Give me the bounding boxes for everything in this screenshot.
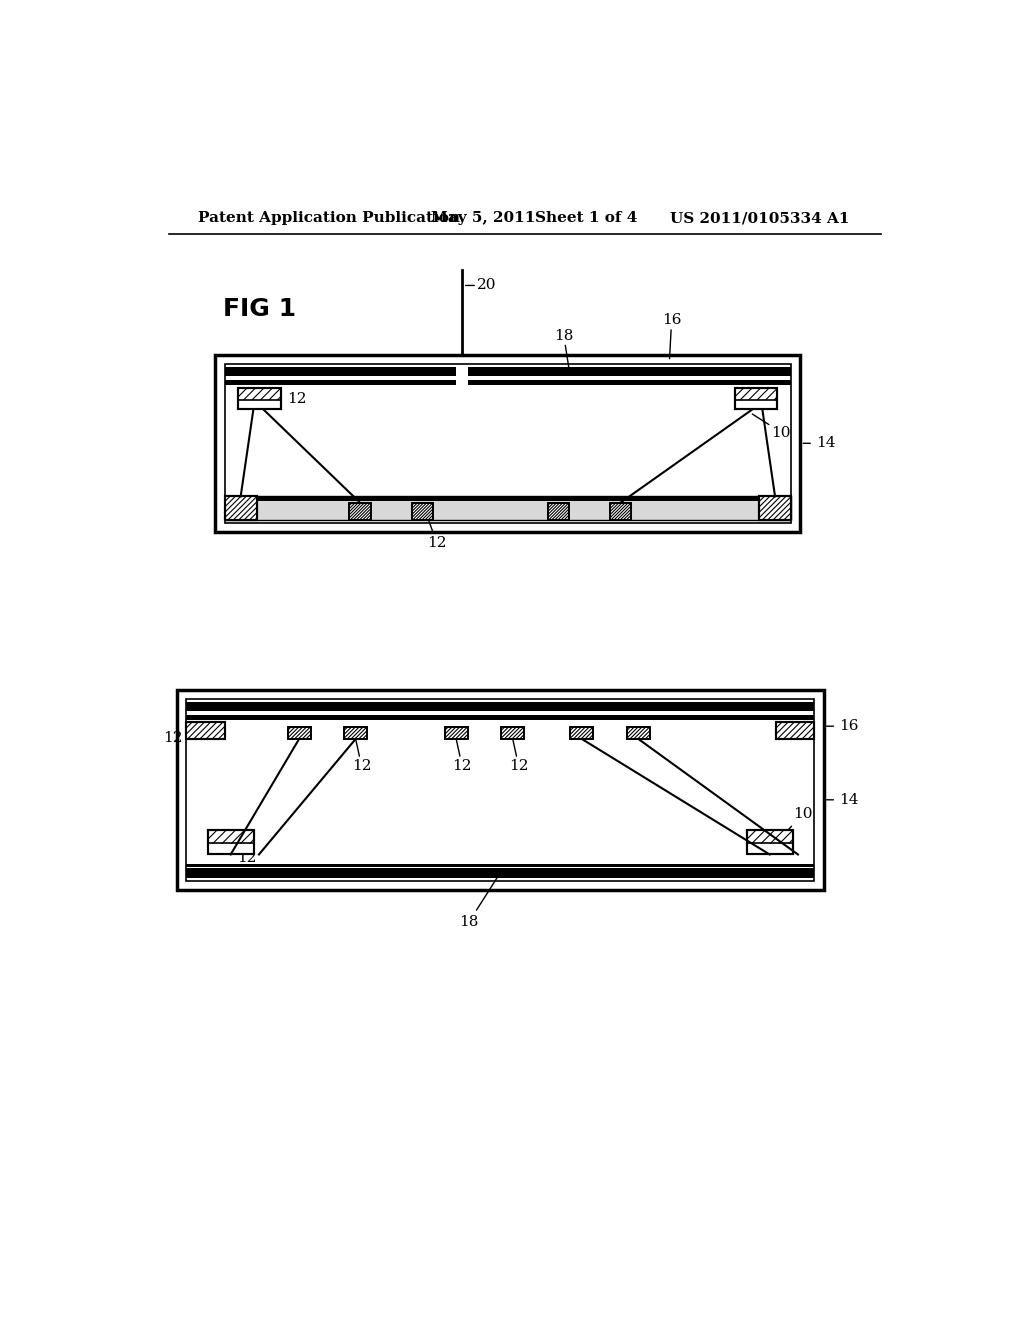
Text: May 5, 2011: May 5, 2011 (431, 211, 536, 226)
Text: 12: 12 (281, 392, 306, 405)
Bar (224, 367, 792, 376)
Text: US 2011/0105334 A1: US 2011/0105334 A1 (670, 211, 849, 226)
Bar (344, 726, 368, 739)
Bar (239, 388, 281, 409)
Bar (186, 863, 814, 867)
Text: 12: 12 (232, 843, 256, 866)
Bar (759, 496, 792, 520)
Bar (208, 830, 254, 854)
Bar (208, 830, 254, 854)
Bar (759, 496, 792, 520)
Bar (610, 503, 632, 520)
Bar (627, 726, 650, 739)
Text: 12: 12 (163, 731, 182, 746)
Bar (735, 388, 777, 409)
Bar (444, 726, 468, 739)
Bar (570, 726, 593, 739)
Bar (349, 503, 371, 520)
Bar (776, 722, 814, 739)
Text: 12: 12 (453, 739, 472, 774)
Bar (548, 503, 569, 520)
Bar (468, 380, 792, 385)
Bar (186, 722, 224, 739)
Bar (288, 726, 310, 739)
Bar (224, 367, 456, 376)
Bar (186, 702, 814, 711)
Bar (224, 380, 456, 385)
Text: 10: 10 (753, 414, 792, 440)
Bar (735, 388, 777, 409)
Bar (349, 503, 371, 520)
Bar (344, 726, 368, 739)
Bar (288, 726, 310, 739)
Bar (456, 379, 468, 385)
Bar (456, 367, 468, 378)
Text: 14: 14 (826, 793, 858, 807)
Bar (627, 726, 650, 739)
Bar (776, 722, 814, 739)
Text: 20: 20 (466, 279, 497, 293)
Bar (186, 715, 814, 719)
Bar (548, 503, 569, 520)
Text: 12: 12 (352, 739, 372, 774)
Bar (239, 388, 281, 409)
Bar (215, 355, 801, 532)
Bar (746, 830, 793, 854)
Bar (501, 726, 524, 739)
Bar (186, 722, 224, 739)
Bar (224, 364, 792, 523)
Bar (444, 726, 468, 739)
Text: 18: 18 (554, 329, 573, 372)
Bar (412, 503, 433, 520)
Text: FIG 1: FIG 1 (223, 297, 296, 321)
Text: 18: 18 (459, 875, 499, 929)
Bar (610, 503, 632, 520)
Bar (224, 496, 257, 520)
Bar (186, 869, 814, 878)
Bar (224, 496, 257, 520)
Text: Sheet 1 of 4: Sheet 1 of 4 (535, 211, 637, 226)
Text: 16: 16 (662, 313, 681, 359)
Bar (224, 496, 792, 520)
Bar (746, 830, 793, 854)
Text: 14: 14 (803, 437, 836, 450)
Bar (177, 689, 823, 890)
Text: 12: 12 (509, 739, 528, 774)
Text: 16: 16 (826, 719, 858, 733)
Bar (224, 496, 792, 502)
Bar (468, 367, 792, 376)
Bar (186, 700, 814, 880)
Bar (412, 503, 433, 520)
Bar (501, 726, 524, 739)
Bar (224, 380, 792, 385)
Text: Patent Application Publication: Patent Application Publication (199, 211, 461, 226)
Bar (570, 726, 593, 739)
Text: 12: 12 (422, 503, 446, 549)
Text: 10: 10 (771, 808, 812, 847)
